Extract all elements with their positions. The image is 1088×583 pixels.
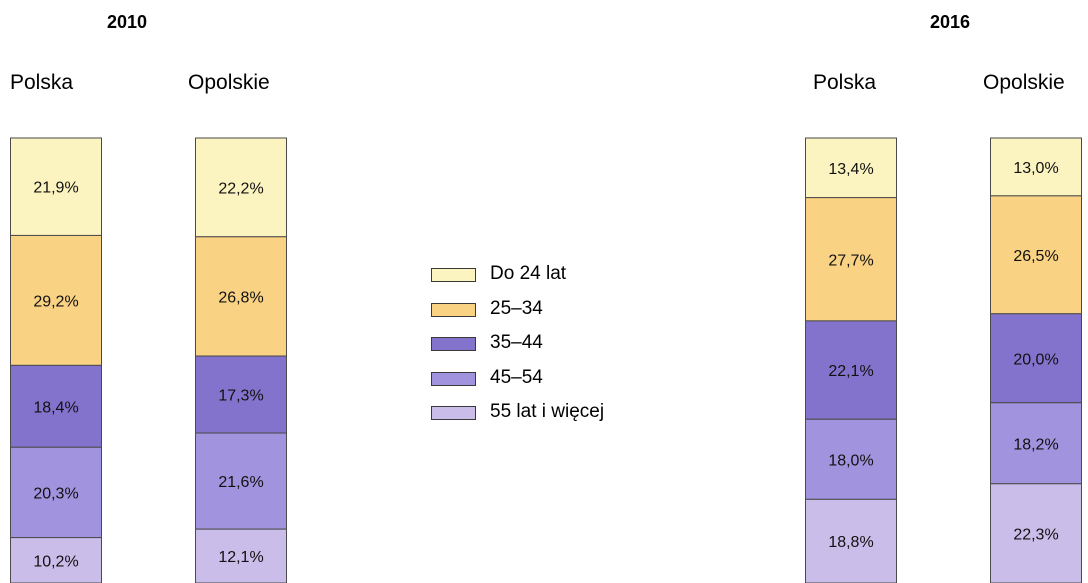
data-label-2010-polska-3: 18,4% bbox=[33, 399, 78, 416]
data-label-2010-opolskie-3: 17,3% bbox=[218, 388, 263, 405]
bar-segment-2016-polska-5 bbox=[805, 498, 897, 583]
bar-segment-2016-polska-1 bbox=[805, 137, 897, 199]
data-label-2016-polska-3: 22,1% bbox=[828, 363, 873, 380]
legend-label: 45–54 bbox=[490, 366, 543, 388]
data-label-2010-polska-2: 29,2% bbox=[33, 293, 78, 310]
data-label-2010-opolskie-2: 26,8% bbox=[218, 289, 263, 306]
bar-segment-2016-opolskie-1 bbox=[990, 137, 1082, 197]
data-label-2010-polska-4: 20,3% bbox=[33, 485, 78, 502]
year-title-2016: 2016 bbox=[930, 12, 971, 32]
region-label-2016-opolskie: Opolskie bbox=[983, 71, 1065, 94]
bar-segment-2016-opolskie-5 bbox=[990, 483, 1082, 583]
legend: Do 24 lat 25–34 35–44 45–54 55 lat i wię… bbox=[431, 257, 604, 430]
legend-swatch bbox=[431, 302, 476, 317]
region-label-2010-opolskie: Opolskie bbox=[188, 71, 270, 94]
data-label-2016-opolskie-4: 18,2% bbox=[1013, 436, 1058, 453]
data-label-2016-polska-2: 27,7% bbox=[828, 252, 873, 269]
bar-segment-2010-opolskie-5 bbox=[195, 528, 287, 583]
legend-item-45-54: 45–54 bbox=[431, 361, 604, 396]
bar-segment-2016-opolskie-4 bbox=[990, 402, 1082, 485]
data-label-2016-opolskie-3: 20,0% bbox=[1013, 351, 1058, 368]
data-label-2010-opolskie-4: 21,6% bbox=[218, 474, 263, 491]
bar-segment-2010-polska-4 bbox=[10, 446, 102, 539]
bar-segment-2010-opolskie-2 bbox=[195, 236, 287, 357]
data-label-2016-opolskie-2: 26,5% bbox=[1013, 248, 1058, 265]
legend-label: 55 lat i więcej bbox=[490, 401, 605, 423]
legend-item-55-plus: 55 lat i więcej bbox=[431, 395, 604, 430]
region-label-2016-polska: Polska bbox=[813, 71, 877, 94]
data-label-2010-opolskie-1: 22,2% bbox=[218, 180, 263, 197]
data-label-2010-polska-5: 10,2% bbox=[33, 553, 78, 570]
bar-segment-2016-polska-3 bbox=[805, 320, 897, 420]
legend-item-25-34: 25–34 bbox=[431, 292, 604, 327]
legend-label: 25–34 bbox=[490, 297, 543, 319]
data-label-2016-polska-4: 18,0% bbox=[828, 452, 873, 469]
legend-swatch bbox=[431, 371, 476, 386]
legend-item-do-24: Do 24 lat bbox=[431, 257, 604, 292]
bar-segment-2010-opolskie-1 bbox=[195, 137, 287, 238]
data-label-2010-polska-1: 21,9% bbox=[33, 180, 78, 197]
data-label-2016-opolskie-1: 13,0% bbox=[1013, 160, 1058, 177]
year-title-2010: 2010 bbox=[107, 12, 148, 32]
legend-swatch bbox=[431, 337, 476, 352]
bar-segment-2016-opolskie-3 bbox=[990, 313, 1082, 404]
legend-label: Do 24 lat bbox=[490, 263, 567, 285]
legend-item-35-44: 35–44 bbox=[431, 326, 604, 361]
data-label-2010-opolskie-5: 12,1% bbox=[218, 549, 263, 566]
bar-segment-2010-opolskie-4 bbox=[195, 432, 287, 530]
legend-label: 35–44 bbox=[490, 332, 543, 354]
bar-segment-2010-opolskie-3 bbox=[195, 355, 287, 434]
data-label-2016-polska-5: 18,8% bbox=[828, 534, 873, 551]
bar-segment-2010-polska-5 bbox=[10, 537, 102, 583]
bar-segment-2010-polska-1 bbox=[10, 137, 102, 236]
data-label-2016-polska-1: 13,4% bbox=[828, 161, 873, 178]
legend-swatch bbox=[431, 268, 476, 283]
bar-segment-2010-polska-2 bbox=[10, 234, 102, 366]
legend-swatch bbox=[431, 406, 476, 421]
data-label-2016-opolskie-5: 22,3% bbox=[1013, 526, 1058, 543]
bar-segment-2016-polska-2 bbox=[805, 197, 897, 322]
region-label-2010-polska: Polska bbox=[10, 71, 74, 94]
